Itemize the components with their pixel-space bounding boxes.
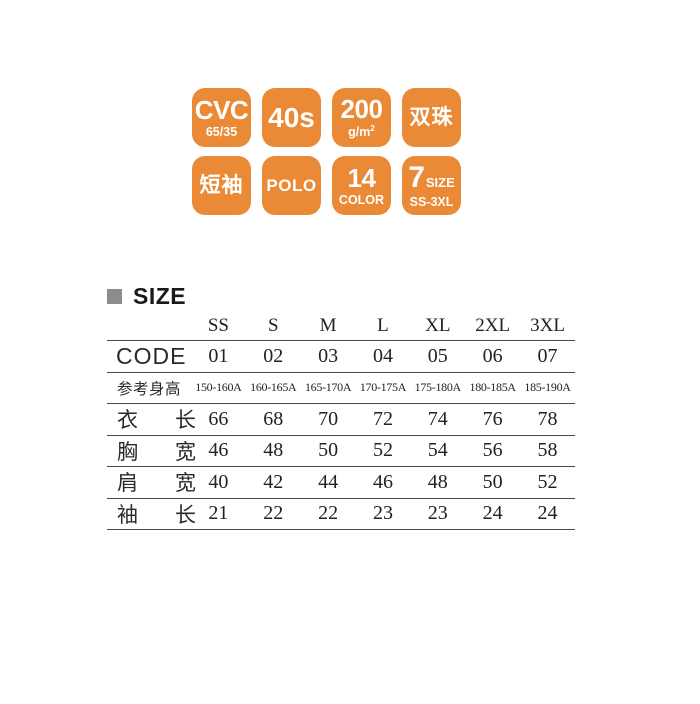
cell-sleeve-2xl: 24	[482, 502, 503, 525]
cell-code-ss: 01	[208, 344, 229, 367]
cell-length-s: 68	[263, 407, 284, 430]
size-header-l: L	[377, 315, 389, 336]
feature-badges: CVC 65/35 40s 200 g/m2 双珠 短袖 POLO 14 COL…	[192, 88, 461, 215]
cell-length-3xl: 78	[537, 407, 558, 430]
table-row-reference-height: 参考身高 150-160A 160-165A 165-170A 170-175A…	[107, 372, 575, 404]
size-header-m: M	[319, 315, 337, 336]
badge-double-pearl: 双珠	[402, 88, 461, 147]
table-row-shoulder-width: 肩宽 40 42 44 46 48 50 52	[107, 467, 575, 498]
cell-chest-s: 48	[263, 439, 284, 462]
cell-code-xl: 05	[427, 344, 448, 367]
cell-sleeve-3xl: 24	[537, 502, 558, 525]
cell-length-2xl: 76	[482, 407, 503, 430]
cell-sleeve-s: 22	[263, 502, 284, 525]
size-header-ss: SS	[207, 315, 229, 336]
badge-color-count-main: 14	[347, 162, 376, 193]
cell-shoulder-l: 46	[372, 470, 393, 493]
size-header-s: S	[267, 315, 279, 336]
cell-shoulder-s: 42	[263, 470, 284, 493]
row-label-code: CODE	[116, 342, 187, 369]
cell-chest-l: 52	[372, 439, 393, 462]
badge-yarn-count: 40s	[262, 88, 321, 147]
table-row-garment-length: 衣长 66 68 70 72 74 76 78	[107, 404, 575, 435]
cell-chest-ss: 46	[208, 439, 229, 462]
cell-shoulder-ss: 40	[208, 470, 229, 493]
row-label-sleeve-length: 袖长	[117, 503, 196, 527]
cell-length-ss: 66	[208, 407, 229, 430]
badge-fabric-main: CVC	[194, 94, 249, 125]
size-header-row: SS S M L XL 2XL 3XL	[107, 312, 575, 341]
size-section-heading: SIZE	[107, 283, 186, 310]
badge-fabric-weight: 200 g/m2	[332, 88, 391, 147]
cell-height-l: 170-175A	[359, 380, 407, 395]
cell-sleeve-xl: 23	[427, 502, 448, 525]
badge-weight-unit: g/m2	[348, 124, 375, 140]
cell-height-m: 165-170A	[304, 380, 352, 395]
cell-length-xl: 74	[427, 407, 448, 430]
cell-code-l: 04	[372, 344, 393, 367]
size-header-empty	[107, 312, 191, 341]
badge-short-sleeve-main: 短袖	[199, 174, 244, 197]
badge-color-count: 14 COLOR	[332, 156, 391, 215]
cell-sleeve-ss: 21	[208, 502, 229, 525]
badge-short-sleeve: 短袖	[192, 156, 251, 215]
cell-code-m: 03	[318, 344, 339, 367]
badge-size-count-line: 7 SIZE	[408, 160, 455, 194]
cell-code-2xl: 06	[482, 344, 503, 367]
table-row-code: CODE 01 02 03 04 05 06 07	[107, 341, 575, 372]
cell-length-l: 72	[372, 407, 393, 430]
cell-height-3xl: 185-190A	[524, 380, 571, 395]
cell-chest-3xl: 58	[537, 439, 558, 462]
cell-height-xl: 175-180A	[414, 380, 462, 395]
cell-height-2xl: 180-185A	[469, 380, 517, 395]
badge-color-count-sub: COLOR	[338, 192, 385, 207]
table-row-sleeve-length: 袖长 21 22 22 23 23 24 24	[107, 498, 575, 530]
cell-code-3xl: 07	[537, 344, 558, 367]
cell-height-ss: 150-160A	[195, 380, 242, 395]
table-row-chest-width: 胸宽 46 48 50 52 54 56 58	[107, 435, 575, 467]
cell-code-s: 02	[263, 344, 284, 367]
badge-weight-main: 200	[340, 94, 383, 125]
size-header-3xl: 3XL	[530, 315, 565, 336]
badge-size-count-range: SS-3XL	[409, 194, 454, 209]
cell-sleeve-m: 22	[318, 502, 339, 525]
cell-shoulder-2xl: 50	[482, 470, 503, 493]
row-label-garment-length: 衣长	[117, 409, 196, 433]
row-label-shoulder-width: 肩宽	[117, 472, 196, 496]
cell-chest-m: 50	[318, 439, 339, 462]
cell-chest-xl: 54	[427, 439, 448, 462]
cell-length-m: 70	[318, 407, 339, 430]
badge-polo: POLO	[262, 156, 321, 215]
cell-sleeve-l: 23	[372, 502, 393, 525]
size-section-title: SIZE	[133, 283, 187, 309]
cell-shoulder-xl: 48	[427, 470, 448, 493]
cell-height-s: 160-165A	[250, 380, 297, 395]
size-header-2xl: 2XL	[475, 315, 511, 336]
cell-shoulder-m: 44	[318, 470, 339, 493]
size-chart-table: SS S M L XL 2XL 3XL CODE 01 02 03 04 05 …	[107, 312, 575, 530]
heading-square-bullet-icon	[107, 289, 122, 304]
badge-fabric-cvc: CVC 65/35	[192, 88, 251, 147]
badge-size-count: 7 SIZE SS-3XL	[402, 156, 461, 215]
row-label-chest-width: 胸宽	[117, 440, 196, 464]
cell-chest-2xl: 56	[482, 439, 503, 462]
badge-double-pearl-main: 双珠	[409, 106, 454, 129]
row-label-reference-height: 参考身高	[117, 380, 182, 398]
size-header-xl: XL	[425, 315, 451, 336]
cell-shoulder-3xl: 52	[537, 470, 558, 493]
badge-yarn-count-main: 40s	[268, 101, 315, 133]
badge-polo-main: POLO	[266, 176, 317, 195]
badge-fabric-sub: 65/35	[205, 124, 238, 139]
